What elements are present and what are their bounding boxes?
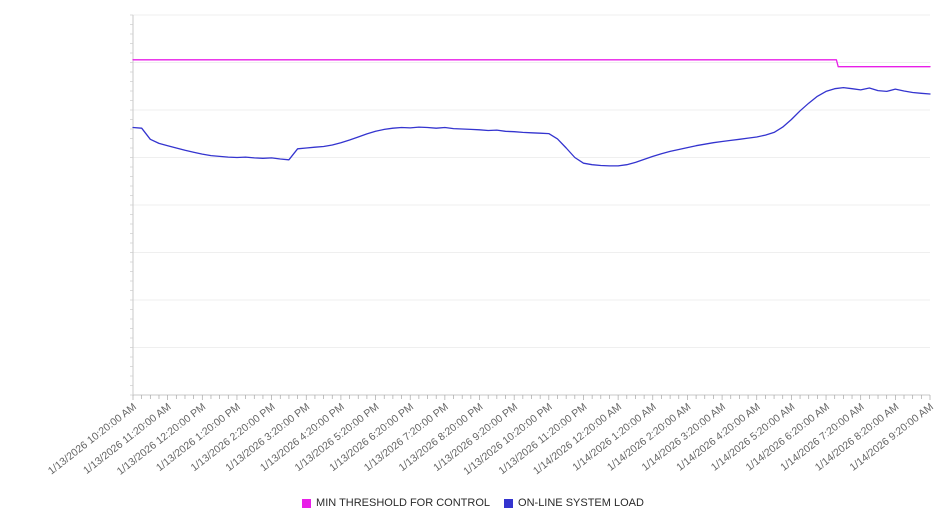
series-line-on-line-system-load [132,86,931,167]
legend-item-min-threshold-for-control[interactable]: MIN THRESHOLD FOR CONTROL [302,497,490,509]
x-axis [132,395,931,400]
x-axis-labels: 1/13/2026 10:20:00 AM1/13/2026 11:20:00 … [46,401,936,478]
legend-swatch-min-threshold-for-control [302,498,312,508]
legend-label-on-line-system-load: ON-LINE SYSTEM LOAD [518,497,644,509]
gridlines [133,14,930,396]
chart-legend: MIN THRESHOLD FOR CONTROL ON-LINE SYSTEM … [0,497,946,509]
legend-label-min-threshold-for-control: MIN THRESHOLD FOR CONTROL [316,497,491,509]
y-axis [130,14,134,396]
line-chart: 1/13/2026 10:20:00 AM1/13/2026 11:20:00 … [46,14,936,478]
legend-swatch-on-line-system-load [504,498,514,508]
series-line-min-threshold-for-control [132,59,931,68]
legend-item-on-line-system-load[interactable]: ON-LINE SYSTEM LOAD [504,497,644,509]
